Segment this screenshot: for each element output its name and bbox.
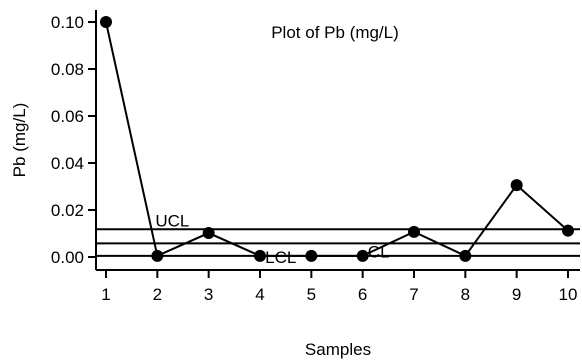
data-point-8 xyxy=(459,250,471,262)
data-point-3 xyxy=(203,227,215,239)
y-tick-label: 0.02 xyxy=(51,201,84,220)
data-point-1 xyxy=(100,16,112,28)
data-point-5 xyxy=(305,250,317,262)
control-limit-label-ucl: UCL xyxy=(155,211,189,230)
control-limit-label-lcl: LCL xyxy=(265,248,296,267)
x-tick-label: 7 xyxy=(409,285,418,304)
data-point-4 xyxy=(254,250,266,262)
y-tick-label: 0.08 xyxy=(51,60,84,79)
y-tick-label: 0.06 xyxy=(51,107,84,126)
data-point-6 xyxy=(357,250,369,262)
x-tick-label: 10 xyxy=(559,285,578,304)
x-tick-label: 5 xyxy=(307,285,316,304)
x-tick-label: 1 xyxy=(101,285,110,304)
chart-title: Plot of Pb (mg/L) xyxy=(271,23,399,42)
x-axis-ticks: 1 2 3 4 5 6 7 8 9 10 xyxy=(101,270,577,304)
y-axis-ticks: 0.00 0.02 0.04 0.06 0.08 0.10 xyxy=(51,13,96,267)
data-point-10 xyxy=(562,225,574,237)
x-tick-label: 3 xyxy=(204,285,213,304)
x-tick-label: 2 xyxy=(153,285,162,304)
plot-area xyxy=(96,10,580,270)
x-axis-title: Samples xyxy=(305,340,371,359)
data-point-2 xyxy=(151,250,163,262)
y-tick-label: 0.10 xyxy=(51,13,84,32)
y-tick-label: 0.04 xyxy=(51,154,84,173)
y-axis-title: Pb (mg/L) xyxy=(10,103,29,178)
data-point-7 xyxy=(408,226,420,238)
x-tick-label: 6 xyxy=(358,285,367,304)
x-tick-label: 4 xyxy=(255,285,264,304)
y-tick-label: 0.00 xyxy=(51,248,84,267)
x-tick-label: 9 xyxy=(512,285,521,304)
x-tick-label: 8 xyxy=(461,285,470,304)
data-point-9 xyxy=(511,179,523,191)
